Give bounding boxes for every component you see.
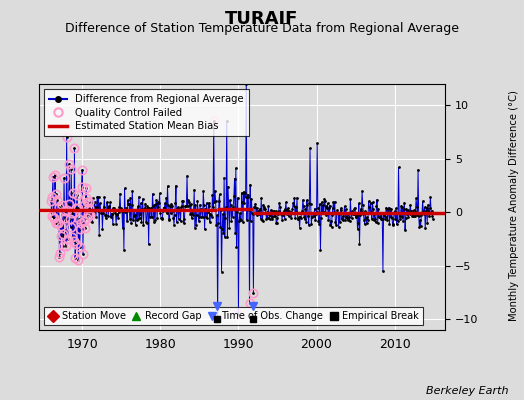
Text: 1970: 1970 [67, 338, 98, 351]
Text: Monthly Temperature Anomaly Difference (°C): Monthly Temperature Anomaly Difference (… [509, 90, 519, 322]
Legend: Station Move, Record Gap, Time of Obs. Change, Empirical Break: Station Move, Record Gap, Time of Obs. C… [44, 307, 423, 325]
Text: 2010: 2010 [379, 338, 410, 351]
Text: Difference of Station Temperature Data from Regional Average: Difference of Station Temperature Data f… [65, 22, 459, 35]
Text: 1980: 1980 [145, 338, 176, 351]
Text: Berkeley Earth: Berkeley Earth [426, 386, 508, 396]
Text: 1990: 1990 [223, 338, 254, 351]
Text: TURAIF: TURAIF [225, 10, 299, 28]
Text: 2000: 2000 [301, 338, 333, 351]
